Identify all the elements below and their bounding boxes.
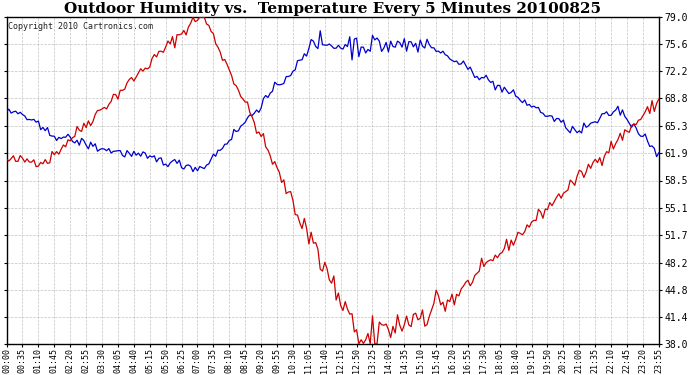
Title: Outdoor Humidity vs.  Temperature Every 5 Minutes 20100825: Outdoor Humidity vs. Temperature Every 5… bbox=[64, 2, 601, 16]
Text: Copyright 2010 Cartronics.com: Copyright 2010 Cartronics.com bbox=[8, 22, 153, 31]
